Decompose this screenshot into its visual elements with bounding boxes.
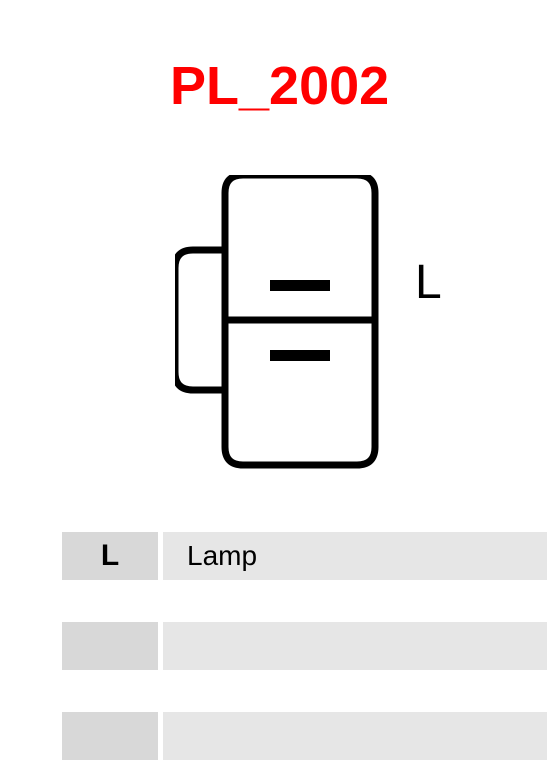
table-desc-cell	[163, 622, 547, 670]
table-desc-cell: Lamp	[163, 532, 547, 580]
table-row: L Lamp	[62, 532, 547, 580]
connector-diagram	[175, 175, 385, 475]
pin-table: L Lamp	[62, 532, 547, 760]
table-row	[62, 712, 547, 760]
table-code-cell: L	[62, 532, 158, 580]
table-row	[62, 622, 547, 670]
table-code-cell	[62, 712, 158, 760]
diagram-title: PL_2002	[170, 55, 389, 117]
table-code-cell	[62, 622, 158, 670]
table-desc-cell	[163, 712, 547, 760]
pin-label-l: L	[415, 255, 442, 310]
